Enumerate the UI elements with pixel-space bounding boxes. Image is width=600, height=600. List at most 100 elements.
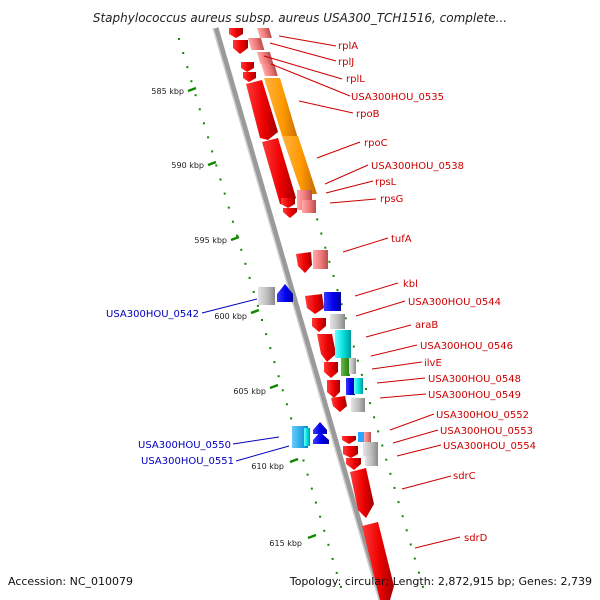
gene-box-0548[interactable] xyxy=(346,378,355,395)
track-dot xyxy=(332,274,335,277)
gene-rpoB[interactable] xyxy=(246,80,278,140)
gene-label-sdrC[interactable]: sdrC xyxy=(453,471,476,482)
gene-label-0538[interactable]: USA300HOU_0538 xyxy=(371,161,464,172)
gene-arrow[interactable] xyxy=(281,198,295,208)
gene-label-0546[interactable]: USA300HOU_0546 xyxy=(420,341,513,352)
gene-label-rpsL[interactable]: rpsL xyxy=(375,177,397,188)
gene-box[interactable] xyxy=(256,52,274,64)
gene-box-ilvE[interactable] xyxy=(341,358,350,376)
gene-label-0535[interactable]: USA300HOU_0535 xyxy=(351,92,444,103)
gene-label-rpsG[interactable]: rpsG xyxy=(380,194,403,205)
gene-label-0542[interactable]: USA300HOU_0542 xyxy=(106,309,199,320)
track-dot xyxy=(194,94,197,97)
track-dot xyxy=(320,232,323,235)
gene-rpoC[interactable] xyxy=(262,138,296,206)
gene-arrow[interactable] xyxy=(342,436,356,444)
track-dot xyxy=(409,543,412,546)
gene-box-0554[interactable] xyxy=(365,456,378,466)
gene-box-0546[interactable] xyxy=(335,330,351,358)
leader-lines-left xyxy=(201,298,290,462)
gene-arrow[interactable] xyxy=(346,458,361,470)
gene-label-0544[interactable]: USA300HOU_0544 xyxy=(408,297,501,308)
gene-label-0549[interactable]: USA300HOU_0549 xyxy=(428,390,521,401)
track-dot xyxy=(219,178,222,181)
track-dot xyxy=(178,38,180,40)
gene-box[interactable] xyxy=(257,28,272,38)
gene-arrow-rplL[interactable] xyxy=(241,62,254,72)
gene-label-0552[interactable]: USA300HOU_0552 xyxy=(436,410,529,421)
track-dot xyxy=(360,373,363,376)
gene-label-rplA[interactable]: rplA xyxy=(338,41,358,52)
gene-arrow-reverse[interactable] xyxy=(313,432,329,444)
track-dot xyxy=(215,164,218,167)
track-dot xyxy=(310,487,313,490)
gene-box[interactable] xyxy=(349,358,356,374)
gene-box-0553[interactable] xyxy=(363,442,378,456)
gene-rpoB-orange[interactable] xyxy=(264,78,299,142)
tick-label: 595 kbp xyxy=(194,236,227,245)
track-dot xyxy=(211,150,214,153)
track-dot xyxy=(344,317,347,320)
gene-arrow[interactable] xyxy=(327,380,340,398)
tick-label: 585 kbp xyxy=(151,87,184,96)
gene-arrow-rplA[interactable] xyxy=(229,28,243,38)
gene-box-0551[interactable] xyxy=(304,428,310,446)
tick-mark xyxy=(307,533,317,540)
gene-label-0553[interactable]: USA300HOU_0553 xyxy=(440,426,533,437)
gene-arrow-reverse[interactable] xyxy=(313,422,327,434)
gene-box[interactable] xyxy=(261,64,278,76)
gene-label-rpoB[interactable]: rpoB xyxy=(356,109,380,120)
gene-box[interactable] xyxy=(313,250,328,269)
gene-kbl[interactable] xyxy=(305,294,324,314)
track-dot xyxy=(327,543,330,546)
gene-label-rplL[interactable]: rplL xyxy=(346,74,365,85)
track-dot xyxy=(223,192,226,195)
track-dot xyxy=(290,417,293,420)
track-dot xyxy=(273,361,276,364)
gene-label-tufA[interactable]: tufA xyxy=(391,234,412,245)
track-dot xyxy=(207,136,210,139)
gene-box[interactable] xyxy=(354,378,363,394)
gene-arrow[interactable] xyxy=(312,318,326,332)
gene-arrow[interactable] xyxy=(243,72,256,82)
gene-arrow[interactable] xyxy=(283,208,297,218)
gene-box-0544[interactable] xyxy=(324,292,341,311)
tick-label: 615 kbp xyxy=(269,539,302,548)
gene-label-kbl[interactable]: kbl xyxy=(403,279,418,290)
gene-box-0549[interactable] xyxy=(351,398,365,412)
kbp-ruler: 585 kbp 590 kbp 595 kbp 600 kbp 605 kbp … xyxy=(151,86,317,548)
gene-tufA[interactable] xyxy=(296,252,312,273)
gene-box-araB[interactable] xyxy=(330,314,345,329)
gene-arrow-reverse[interactable] xyxy=(277,284,293,302)
gene-box-0542[interactable] xyxy=(258,287,275,305)
gene-arrow[interactable] xyxy=(343,446,358,458)
gene-sdrC[interactable] xyxy=(350,468,374,518)
gene-label-0554[interactable]: USA300HOU_0554 xyxy=(443,441,536,452)
gene-label-0548[interactable]: USA300HOU_0548 xyxy=(428,374,521,385)
gene-label-0550[interactable]: USA300HOU_0550 xyxy=(138,440,231,451)
gene-rpoC-orange[interactable] xyxy=(282,136,317,194)
track-dot xyxy=(369,402,372,405)
gene-arrow[interactable] xyxy=(317,334,336,362)
gene-label-rplJ[interactable]: rplJ xyxy=(338,57,354,68)
gene-label-ilvE[interactable]: ilvE xyxy=(424,358,442,369)
gene-label-rpoC[interactable]: rpoC xyxy=(364,138,388,149)
tick-mark xyxy=(230,235,240,242)
gene-box-0552[interactable] xyxy=(358,432,364,442)
track-dot xyxy=(421,585,424,588)
gene-arrow[interactable] xyxy=(331,396,347,412)
gene-box[interactable] xyxy=(364,432,371,442)
gene-label-araB[interactable]: araB xyxy=(415,320,438,331)
track-dot xyxy=(339,585,342,588)
gene-arrow-rplJ[interactable] xyxy=(233,40,248,54)
gene-label-0551[interactable]: USA300HOU_0551 xyxy=(141,456,234,467)
track-dot xyxy=(373,416,376,419)
track-dot xyxy=(182,52,185,54)
gene-sdrD[interactable] xyxy=(362,522,394,600)
gene-box-rpsG[interactable] xyxy=(302,200,316,213)
gene-arrow[interactable] xyxy=(324,362,338,378)
gene-label-sdrD[interactable]: sdrD xyxy=(464,533,488,544)
right-dotted-track xyxy=(304,176,424,588)
tick-mark xyxy=(250,308,260,315)
gene-box[interactable] xyxy=(247,38,265,50)
